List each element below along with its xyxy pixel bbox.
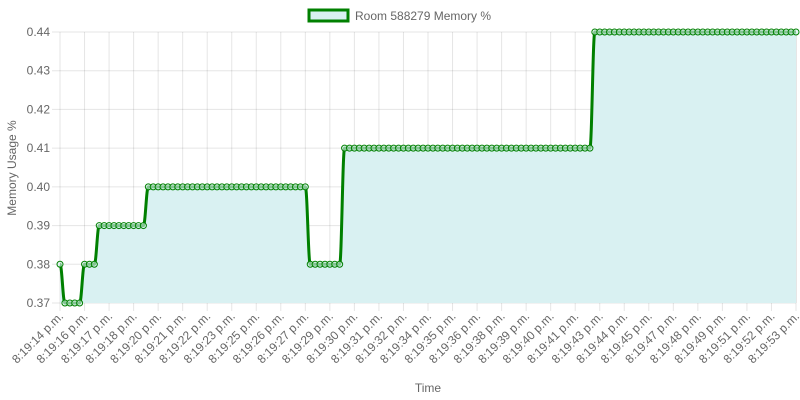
- data-point: [586, 144, 594, 152]
- y-tick-label: 0.40: [27, 180, 51, 194]
- x-axis-ticks: 8:19:14 p.m.8:19:16 p.m.8:19:17 p.m.8:19…: [9, 309, 800, 366]
- y-tick-label: 0.41: [27, 141, 51, 155]
- data-point: [336, 260, 344, 268]
- legend-swatch: [307, 8, 350, 23]
- data-point: [76, 299, 84, 307]
- y-tick-label: 0.37: [27, 296, 51, 310]
- data-point: [139, 222, 147, 230]
- y-tick-label: 0.44: [27, 25, 51, 39]
- y-axis-ticks: 0.37 0.38 0.39 0.40 0.41 0.42 0.43 0.44: [27, 25, 51, 310]
- legend[interactable]: Room 588279 Memory %: [307, 8, 491, 23]
- y-axis-label: Memory Usage %: [5, 120, 19, 216]
- y-tick-label: 0.42: [27, 102, 51, 116]
- series-area: [60, 32, 796, 303]
- y-tick-label: 0.38: [27, 257, 51, 271]
- data-point: [56, 260, 64, 268]
- data-points: [56, 28, 800, 307]
- y-tick-label: 0.43: [27, 64, 51, 78]
- x-axis-label: Time: [415, 381, 442, 395]
- y-tick-label: 0.39: [27, 219, 51, 233]
- legend-label: Room 588279 Memory %: [355, 9, 491, 23]
- data-point: [792, 28, 800, 36]
- data-point: [301, 183, 309, 191]
- data-point: [90, 260, 98, 268]
